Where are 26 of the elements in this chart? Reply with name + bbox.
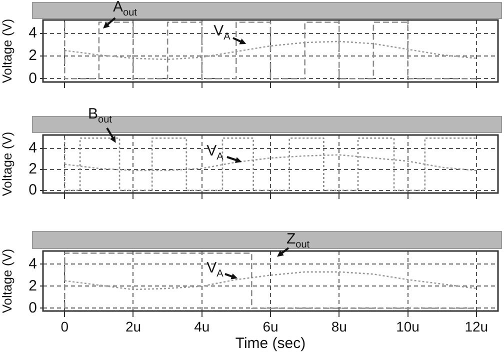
y-axis-title: Voltage (V) <box>0 248 14 314</box>
y-tick-label: 0 <box>28 182 37 199</box>
x-tick-label: 4u <box>194 318 210 334</box>
x-tick-label: 6u <box>262 318 278 334</box>
x-tick-label: 2u <box>125 318 142 334</box>
y-axis-title: Voltage (V) <box>0 132 14 196</box>
x-tick-label: 12u <box>464 318 488 334</box>
text: A$_{out}$ <box>113 0 137 18</box>
x-tick-label: 0 <box>60 318 69 334</box>
y-tick-label: 2 <box>28 160 37 178</box>
y-tick-label: 0 <box>28 299 37 316</box>
y-tick-label: 4 <box>28 255 37 272</box>
x-tick-label: 10u <box>396 318 420 334</box>
text: Z$_{out}$ <box>286 230 310 250</box>
x-axis-title: Time (sec) <box>235 335 306 352</box>
annotation: V$_{A}$ <box>206 142 224 162</box>
annotation: V$_{A}$ <box>214 22 230 42</box>
annotation: V$_{A}$ <box>206 260 224 280</box>
y-tick-label: 0 <box>28 70 37 87</box>
y-tick-label: 4 <box>28 24 37 42</box>
y-tick-label: 4 <box>28 140 37 157</box>
y-tick-label: 2 <box>28 47 37 64</box>
y-tick-label: 2 <box>28 277 37 294</box>
y-axis-title: Voltage (V) <box>0 18 14 84</box>
x-tick-label: 8u <box>331 318 347 334</box>
text: B$_{out}$ <box>88 106 112 126</box>
